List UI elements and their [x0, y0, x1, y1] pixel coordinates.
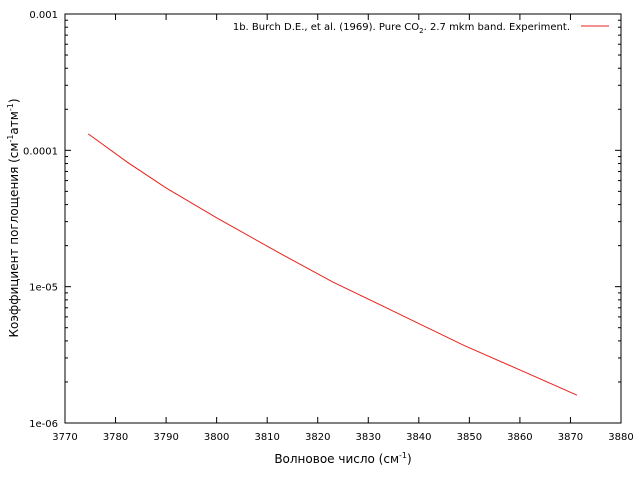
y-axis-label: Коэффициент поглощения (см-1атм-1): [6, 98, 21, 337]
x-tick-label: 3820: [305, 432, 330, 443]
legend: 1b. Burch D.E., et al. (1969). Pure CO2.…: [233, 22, 609, 35]
y-axis-ticks: 0.001 0.0001 1e-05 1e-06: [23, 10, 621, 430]
y-tick-label: 0.0001: [23, 146, 58, 157]
x-axis-ticks: 3770 3780 3790 3800 3810 3820 3830 3840 3850 3860…: [52, 14, 634, 443]
legend-label: 1b. Burch D.E., et al. (1969). Pure CO2.…: [233, 22, 570, 35]
x-tick-label: 3810: [254, 432, 279, 443]
y-tick-label: 0.001: [29, 10, 58, 21]
x-tick-label: 3870: [558, 432, 583, 443]
series-layer: [87, 133, 578, 396]
x-tick-label: 3880: [608, 432, 633, 443]
y-tick-label: 1e-06: [29, 419, 58, 430]
y-tick-label: 1e-05: [29, 283, 58, 294]
x-tick-label: 3780: [103, 432, 128, 443]
x-tick-label: 3840: [406, 432, 431, 443]
x-tick-label: 3830: [356, 432, 381, 443]
x-tick-label: 3800: [204, 432, 229, 443]
x-tick-label: 3850: [457, 432, 482, 443]
series-line-0: [87, 133, 578, 396]
x-tick-label: 3790: [153, 432, 178, 443]
x-tick-label: 3770: [52, 432, 77, 443]
plot-frame: [64, 13, 622, 424]
x-tick-label: 3860: [507, 432, 532, 443]
x-axis-label: Волновое число (см-1): [274, 451, 411, 466]
